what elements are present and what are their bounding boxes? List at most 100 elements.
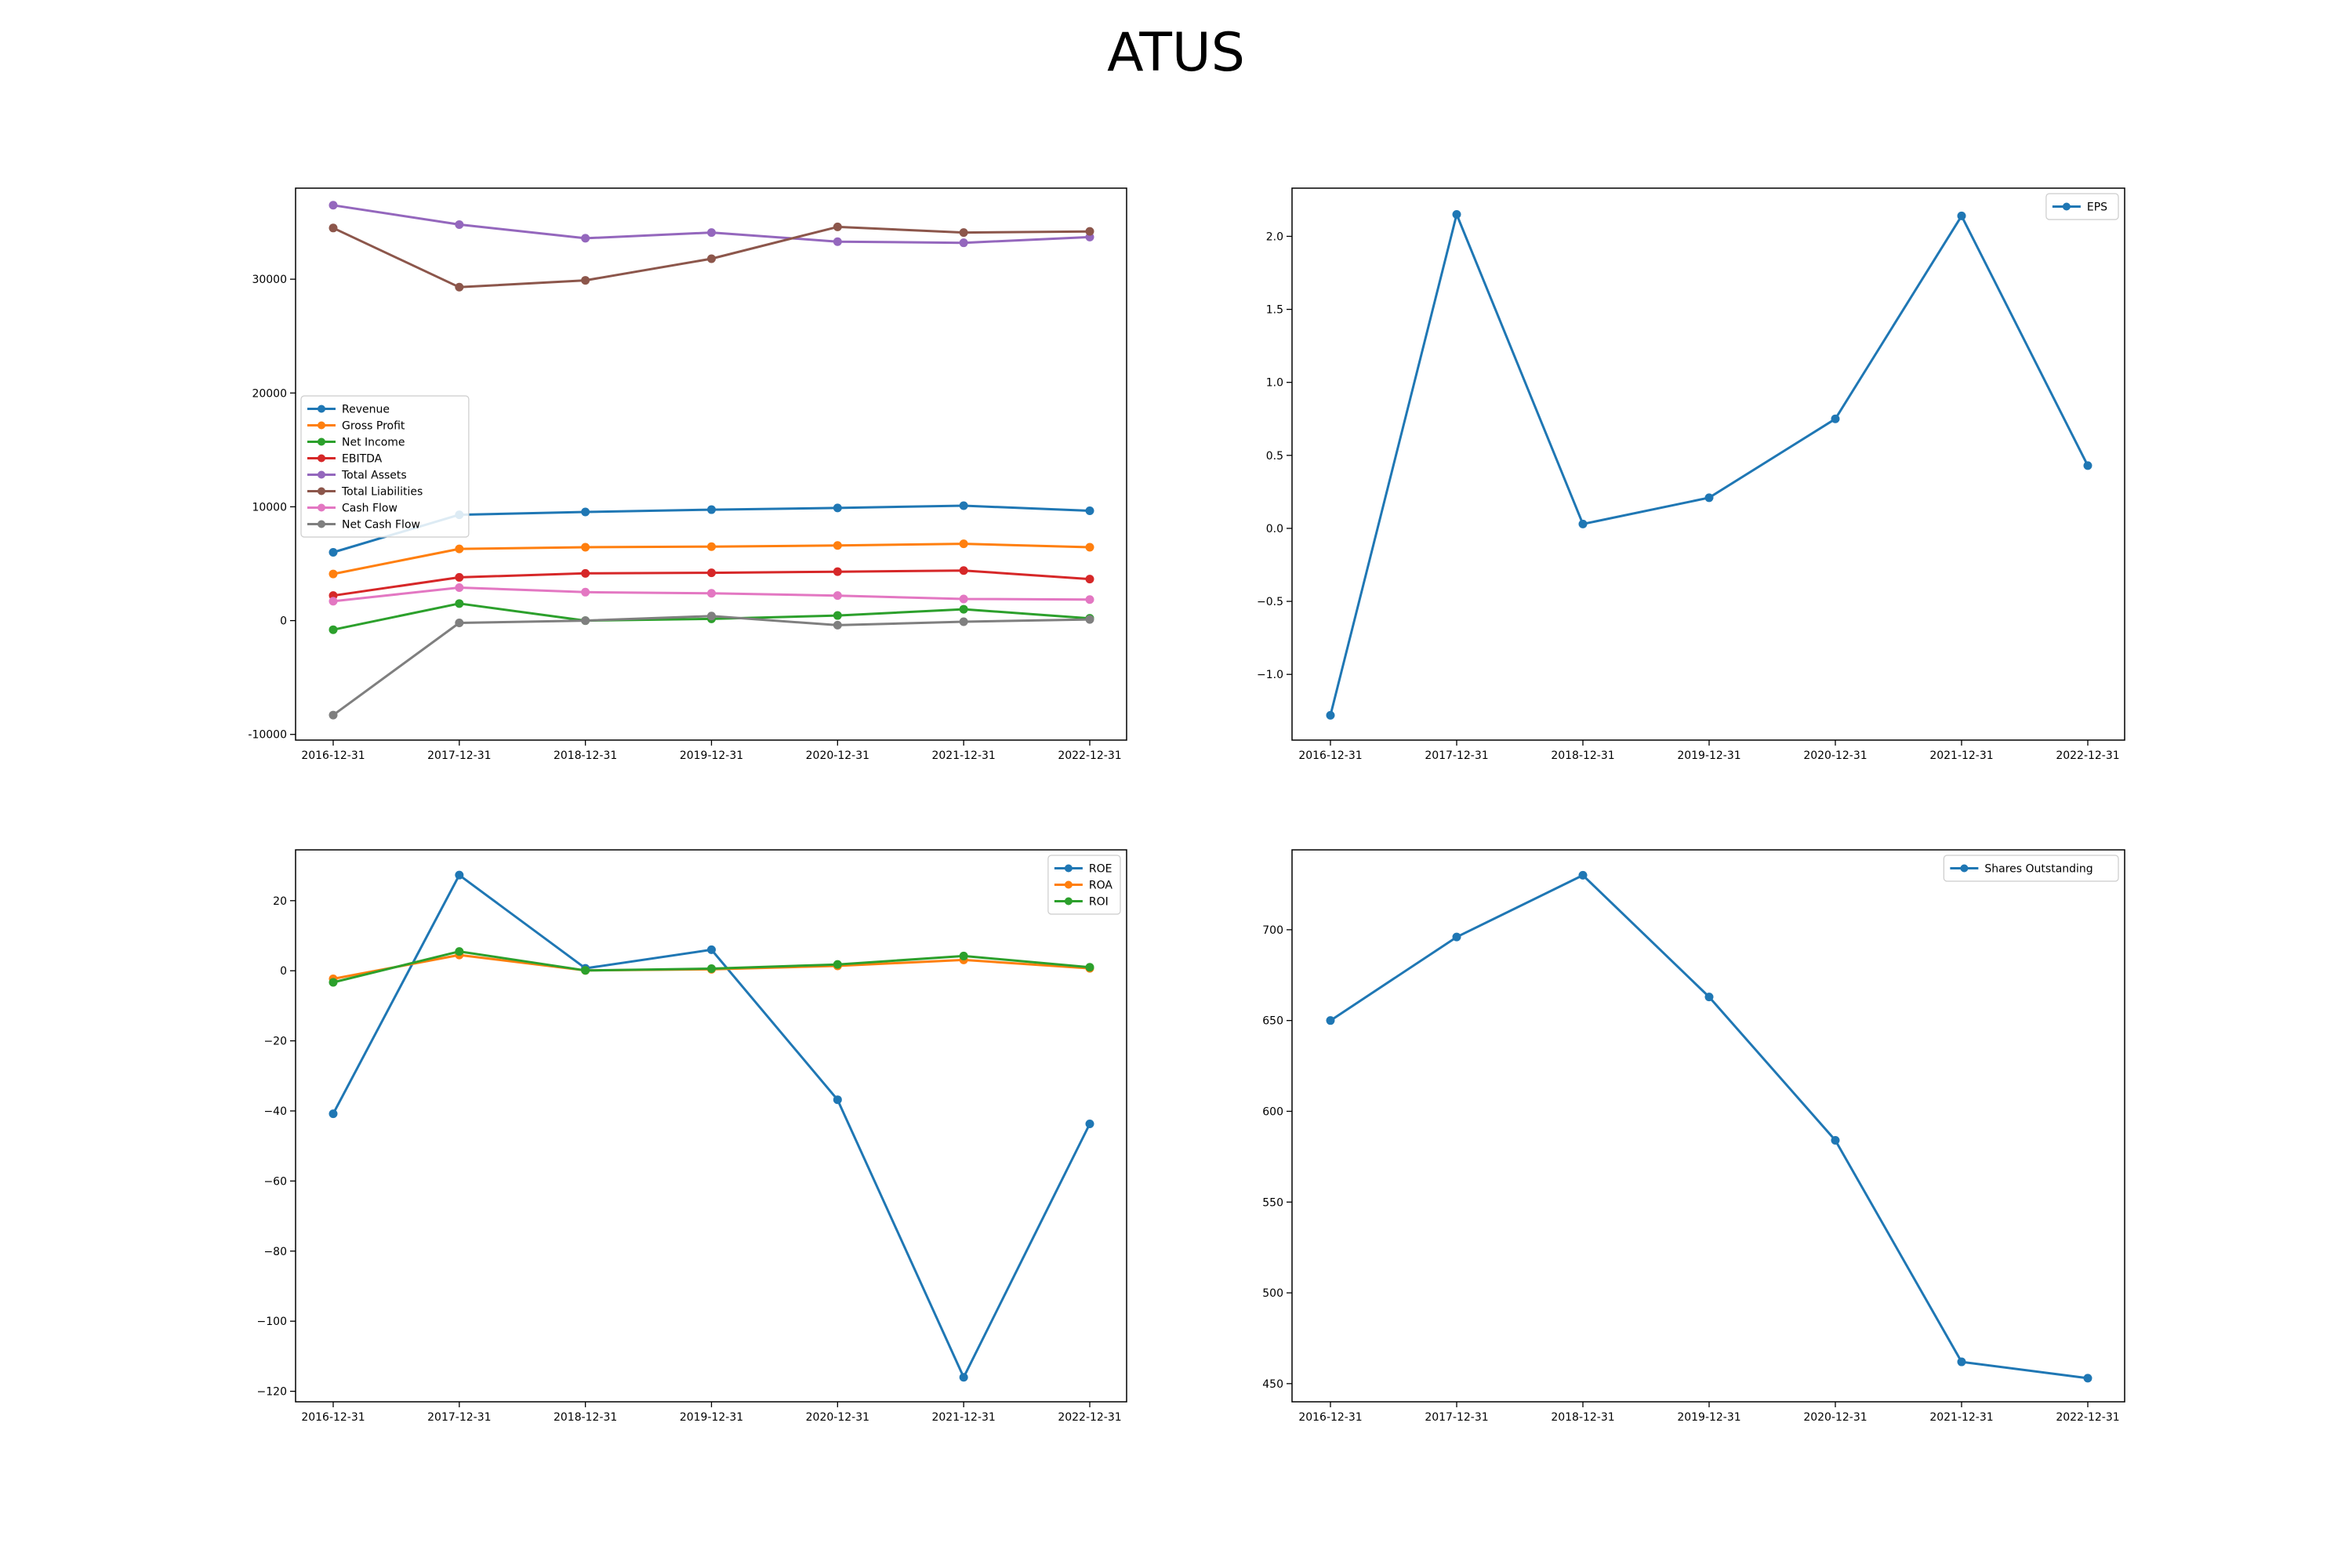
legend-box: [2045, 193, 2119, 220]
data-point: [581, 966, 590, 975]
y-tick-label: 20: [273, 895, 287, 908]
data-point: [2083, 461, 2092, 470]
legend-marker: [318, 487, 325, 495]
y-tick-label: 600: [1262, 1105, 1283, 1118]
x-tick-label: 2020-12-31: [1803, 750, 1867, 762]
data-point: [707, 568, 716, 578]
x-tick-label: 2018-12-31: [554, 1411, 617, 1424]
data-point: [1085, 575, 1094, 584]
chart-panel-4: 450 500 550 600 650 700 2016-12-31 2017-12-31 20…: [1262, 849, 2125, 1424]
data-point: [328, 569, 338, 579]
data-point: [1452, 932, 1461, 942]
x-tick-label: 2022-12-31: [1058, 750, 1121, 762]
data-point: [455, 618, 464, 627]
data-point: [833, 611, 842, 620]
y-tick-label: 0.0: [1266, 523, 1283, 535]
series-line-eps: [1329, 213, 2089, 716]
chart-panel-2: −1.0 −0.5 0.0 0.5 1.0 1.5 2.0 2016-12-31 2017-12…: [1257, 187, 2125, 762]
data-point: [1085, 615, 1094, 624]
x-tick-label: 2017-12-31: [1425, 750, 1488, 762]
data-point: [581, 543, 590, 552]
x-tick-label: 2017-12-31: [1425, 1411, 1488, 1424]
y-tick-label: 0.5: [1266, 450, 1283, 463]
x-tick-label: 2019-12-31: [1677, 1411, 1740, 1424]
x-tick-label: 2016-12-31: [1298, 1411, 1362, 1424]
data-point: [959, 539, 968, 549]
legend-label: Net Cash Flow: [342, 519, 420, 532]
data-point: [707, 945, 716, 954]
legend-marker: [318, 503, 325, 512]
data-point: [1831, 1136, 1840, 1145]
series-line-net-cash-flow: [332, 615, 1091, 717]
plot-frame: [295, 849, 1127, 1403]
data-point: [1957, 211, 1966, 220]
data-point: [1957, 1357, 1966, 1367]
data-point: [707, 254, 716, 263]
x-tick-label: 2022-12-31: [2056, 750, 2119, 762]
data-point: [455, 947, 464, 956]
data-point: [833, 237, 842, 246]
data-point: [707, 612, 716, 621]
data-point: [1831, 414, 1840, 423]
data-point: [455, 544, 464, 554]
legend: Shares Outstanding: [1943, 855, 2119, 882]
legend-label: Cash Flow: [342, 503, 397, 515]
x-tick-label: 2018-12-31: [1551, 750, 1614, 762]
x-tick-label: 2016-12-31: [301, 750, 365, 762]
y-tick-label: 550: [1262, 1196, 1283, 1209]
legend-box: [1943, 855, 2119, 882]
data-point: [455, 220, 464, 229]
data-point: [833, 567, 842, 576]
y-tick-label: −120: [257, 1386, 287, 1399]
data-point: [328, 597, 338, 606]
y-tick-label: 500: [1262, 1287, 1283, 1300]
plot-frame: [295, 187, 1127, 741]
legend-label: Total Liabilities: [341, 486, 423, 499]
legend-marker: [1064, 880, 1073, 889]
x-tick-label: 2016-12-31: [1298, 750, 1362, 762]
y-tick-label: −1.0: [1257, 669, 1283, 681]
y-tick-label: −20: [263, 1036, 287, 1048]
data-point: [1085, 595, 1094, 604]
data-point: [1085, 227, 1094, 236]
data-point: [707, 505, 716, 514]
x-tick-label: 2016-12-31: [301, 1411, 365, 1424]
legend: EPS: [2045, 193, 2119, 220]
x-tick-label: 2022-12-31: [1058, 1411, 1121, 1424]
legend-marker: [318, 454, 325, 463]
legend-marker: [1064, 897, 1073, 906]
x-tick-label: 2020-12-31: [1803, 1411, 1867, 1424]
legend-marker: [318, 421, 325, 430]
data-point: [959, 594, 968, 604]
data-point: [328, 547, 338, 557]
data-point: [455, 599, 464, 608]
data-point: [581, 616, 590, 626]
series-line-shares-outstanding: [1330, 873, 2089, 1380]
data-point: [328, 223, 338, 233]
x-tick-label: 2017-12-31: [427, 1411, 491, 1424]
data-point: [1704, 993, 1714, 1002]
data-point: [959, 238, 968, 248]
x-tick-label: 2019-12-31: [680, 750, 743, 762]
data-point: [328, 201, 338, 210]
y-tick-label: -10000: [248, 729, 287, 742]
legend-label: Shares Outstanding: [1984, 863, 2092, 876]
data-point: [707, 964, 716, 974]
y-tick-label: −60: [263, 1175, 287, 1188]
data-point: [328, 625, 338, 634]
data-point: [959, 566, 968, 575]
legend-label: ROE: [1089, 863, 1112, 876]
data-point: [1578, 519, 1588, 528]
data-point: [1085, 1120, 1094, 1129]
legend-label: Revenue: [342, 404, 390, 416]
legend-marker: [318, 470, 325, 479]
y-tick-label: 10000: [252, 501, 287, 514]
data-point: [833, 1095, 842, 1105]
x-tick-label: 2022-12-31: [2056, 1411, 2119, 1424]
y-tick-label: 30000: [252, 274, 287, 286]
data-point: [2083, 1374, 2092, 1383]
legend-marker: [1960, 864, 1969, 873]
data-point: [1085, 543, 1094, 552]
legend-label: ROI: [1089, 896, 1109, 909]
chart-panel-1: -10000 0 10000 20000 30000 2016-12-31 2017-12-…: [248, 187, 1127, 762]
